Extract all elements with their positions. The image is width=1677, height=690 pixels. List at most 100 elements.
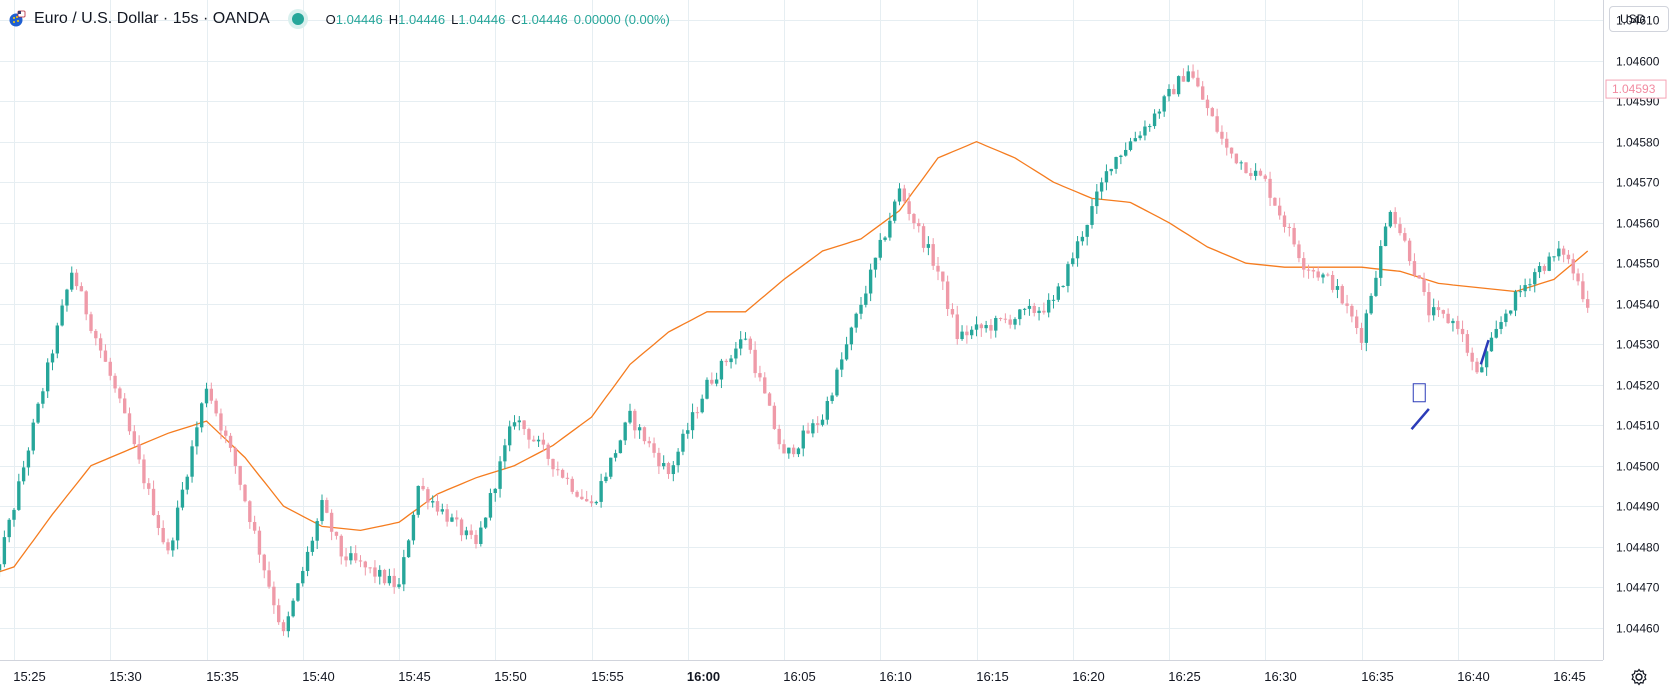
candle-down bbox=[1258, 170, 1263, 176]
candle-down bbox=[1003, 318, 1008, 320]
candle-down bbox=[474, 534, 478, 544]
candle-down bbox=[272, 586, 276, 606]
candle-up bbox=[402, 557, 406, 585]
x-tick-label: 15:55 bbox=[591, 669, 624, 684]
candle-down bbox=[1172, 88, 1176, 95]
drawings bbox=[1410, 339, 1490, 431]
candle-down bbox=[917, 223, 921, 227]
candle-up bbox=[1253, 170, 1258, 176]
candle-down bbox=[89, 314, 93, 331]
candle-up bbox=[1432, 307, 1436, 316]
chart-settings-button[interactable] bbox=[1628, 666, 1650, 688]
candle-up bbox=[873, 257, 878, 270]
x-tick-label: 15:30 bbox=[109, 669, 142, 684]
drawing-trendline bbox=[1479, 339, 1490, 365]
candle-up bbox=[1509, 310, 1513, 314]
candle-down bbox=[816, 423, 820, 425]
candle-up bbox=[618, 440, 623, 454]
candle-up bbox=[1051, 299, 1056, 301]
candle-up bbox=[994, 318, 998, 331]
x-tick-label: 16:20 bbox=[1072, 669, 1105, 684]
candle-up bbox=[1114, 157, 1118, 169]
candle-down bbox=[1427, 292, 1431, 316]
candle-down bbox=[1205, 99, 1210, 109]
candle-up bbox=[864, 293, 868, 305]
candle-down bbox=[238, 465, 242, 485]
candle-up bbox=[508, 426, 512, 446]
candle-down bbox=[118, 388, 122, 399]
candle-up bbox=[305, 551, 310, 572]
candle-down bbox=[551, 458, 555, 470]
candle-up bbox=[349, 553, 353, 561]
candle-up bbox=[7, 519, 11, 538]
candle-up bbox=[705, 379, 709, 399]
candle-up bbox=[859, 304, 863, 314]
candle-down bbox=[455, 517, 459, 520]
candle-up bbox=[1513, 291, 1518, 311]
candle-up bbox=[1099, 182, 1104, 192]
candle-down bbox=[113, 375, 117, 389]
symbol-title[interactable]: Euro / U.S. Dollar · 15s · OANDA bbox=[34, 10, 270, 27]
x-tick-label: 16:30 bbox=[1264, 669, 1297, 684]
y-tick-label: 1.04530 bbox=[1616, 338, 1660, 352]
candle-down bbox=[1287, 226, 1291, 228]
candle-down bbox=[344, 556, 348, 561]
candle-down bbox=[151, 488, 156, 516]
candle-down bbox=[1398, 224, 1402, 234]
candle-up bbox=[787, 447, 791, 454]
candle-up bbox=[1124, 149, 1128, 156]
candle-up bbox=[1143, 126, 1147, 136]
candle-down bbox=[1306, 269, 1311, 271]
candle-down bbox=[565, 477, 570, 479]
candle-up bbox=[1537, 266, 1542, 273]
candle-up bbox=[628, 410, 632, 423]
candle-up bbox=[878, 239, 882, 258]
candle-up bbox=[440, 509, 444, 512]
currency-selector-button[interactable]: USD bbox=[1609, 6, 1669, 32]
candle-up bbox=[734, 348, 738, 359]
symbol-flag-icon bbox=[8, 10, 26, 28]
candle-down bbox=[1210, 108, 1214, 117]
candle-down bbox=[642, 427, 647, 442]
candle-down bbox=[589, 501, 594, 504]
candle-down bbox=[325, 500, 329, 513]
candle-up bbox=[512, 422, 517, 427]
candle-down bbox=[575, 491, 579, 497]
candle-up bbox=[1557, 248, 1561, 257]
candle-up bbox=[483, 517, 488, 528]
candle-up bbox=[286, 616, 290, 632]
candle-up bbox=[1056, 286, 1060, 300]
candle-down bbox=[94, 330, 98, 339]
candle-up bbox=[488, 493, 493, 518]
candle-up bbox=[1552, 256, 1556, 258]
candle-up bbox=[1138, 135, 1142, 139]
candle-up bbox=[984, 325, 988, 329]
candle-up bbox=[609, 457, 613, 477]
candle-down bbox=[469, 530, 473, 535]
candle-up bbox=[291, 600, 295, 617]
candle-up bbox=[1489, 337, 1494, 352]
candle-down bbox=[262, 554, 266, 571]
ohlc-open: O1.04446 bbox=[325, 11, 383, 27]
candle-down bbox=[108, 361, 112, 376]
candle-down bbox=[1446, 313, 1450, 324]
candle-up bbox=[1022, 308, 1027, 310]
candle-down bbox=[989, 325, 993, 331]
time-axis[interactable]: 15:25 15:30 15:35 15:40 15:45 15:50 15:55 16:00… bbox=[13, 669, 1586, 684]
candle-up bbox=[12, 509, 16, 520]
candle-up bbox=[970, 329, 974, 336]
candle-down bbox=[1297, 244, 1301, 259]
candle-down bbox=[334, 531, 339, 536]
y-tick-label: 1.04610 bbox=[1616, 14, 1660, 28]
x-tick-label: 16:25 bbox=[1168, 669, 1201, 684]
candle-down bbox=[339, 535, 343, 557]
candle-down bbox=[806, 430, 810, 434]
candle-up bbox=[796, 448, 801, 455]
price-axis[interactable]: 1.04460 1.04470 1.04480 1.04490 1.04500 1.045… bbox=[1616, 14, 1660, 636]
candle-down bbox=[74, 272, 79, 287]
candle-up bbox=[1480, 367, 1484, 373]
candle-up bbox=[613, 453, 618, 458]
candle-up bbox=[536, 439, 541, 442]
candle-down bbox=[1042, 310, 1046, 313]
